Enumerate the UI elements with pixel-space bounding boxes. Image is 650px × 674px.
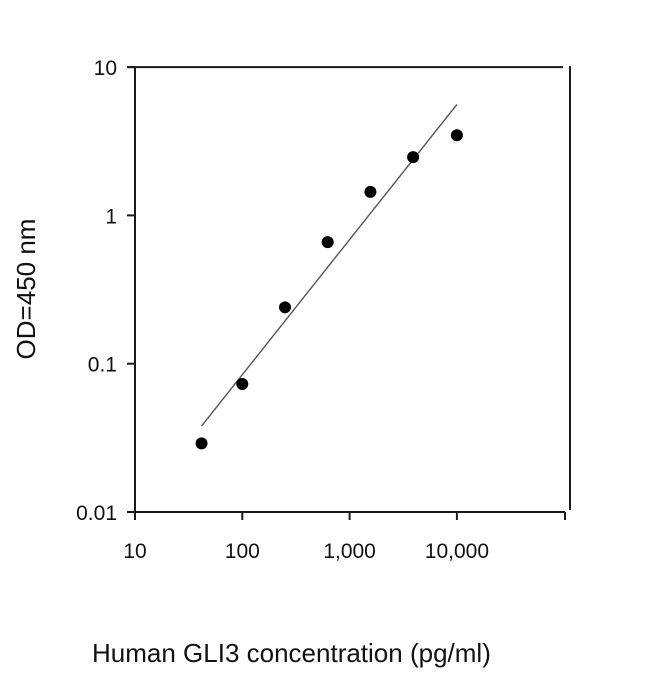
data-point — [236, 377, 249, 390]
x-tick-label: 100 — [225, 540, 260, 563]
regression-line — [200, 104, 458, 427]
plot-frame — [127, 66, 571, 520]
data-point — [321, 236, 334, 249]
x-tick-label: 10,000 — [425, 540, 489, 563]
data-point — [407, 151, 420, 164]
data-point — [364, 185, 377, 198]
data-point — [195, 437, 208, 450]
x-tick-label: 10 — [123, 540, 146, 563]
data-point — [450, 129, 463, 142]
y-tick-label: 1 — [105, 205, 117, 228]
x-axis-title: Human GLI3 concentration (pg/ml) — [92, 638, 491, 668]
y-axis-title: OD=450 nm — [11, 219, 41, 360]
y-tick-label: 0.1 — [88, 354, 117, 377]
y-tick-label: 0.01 — [76, 502, 117, 525]
y-tick-label: 10 — [94, 57, 117, 80]
fit-line — [200, 104, 458, 427]
data-point — [278, 301, 291, 314]
x-tick-label: 1,000 — [323, 540, 376, 563]
y-axis-ticks: 0.01 0.1 1 10 — [76, 57, 135, 525]
x-axis-ticks: 10 100 1,000 10,000 — [123, 512, 566, 563]
data-points — [195, 129, 463, 450]
